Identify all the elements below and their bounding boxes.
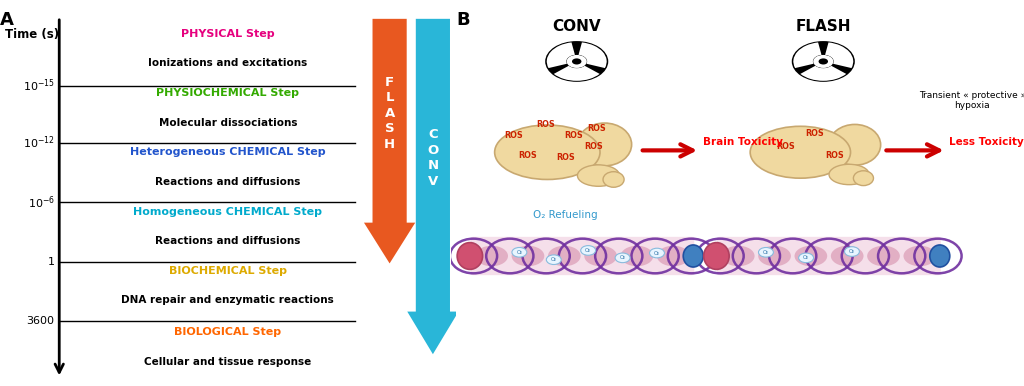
Circle shape — [813, 55, 834, 68]
Ellipse shape — [903, 246, 936, 266]
Ellipse shape — [621, 246, 653, 266]
Text: ROS: ROS — [588, 124, 606, 133]
Ellipse shape — [829, 124, 881, 165]
Ellipse shape — [867, 246, 900, 266]
Ellipse shape — [795, 246, 827, 266]
Wedge shape — [579, 42, 606, 68]
Circle shape — [545, 41, 608, 82]
Ellipse shape — [722, 246, 755, 266]
Text: ROS: ROS — [504, 131, 523, 140]
Circle shape — [615, 253, 630, 262]
Circle shape — [572, 58, 582, 64]
Text: O₂: O₂ — [654, 251, 660, 256]
Polygon shape — [408, 19, 459, 354]
Text: ROS: ROS — [585, 142, 603, 151]
Text: O₂: O₂ — [849, 249, 855, 254]
Text: PHYSIOCHEMICAL Step: PHYSIOCHEMICAL Step — [157, 88, 299, 98]
Ellipse shape — [578, 165, 620, 186]
Text: Transient « protective »
hypoxia: Transient « protective » hypoxia — [919, 91, 1024, 110]
Circle shape — [818, 58, 828, 64]
Ellipse shape — [751, 126, 851, 178]
Ellipse shape — [830, 246, 863, 266]
Text: DNA repair and enzymatic reactions: DNA repair and enzymatic reactions — [122, 295, 334, 305]
Circle shape — [792, 41, 855, 82]
Text: O₂: O₂ — [516, 250, 522, 255]
Text: O₂: O₂ — [585, 248, 591, 253]
Text: Time (s): Time (s) — [4, 28, 58, 41]
FancyBboxPatch shape — [471, 237, 694, 275]
Text: ROS: ROS — [556, 153, 574, 162]
Text: O₂: O₂ — [803, 256, 809, 260]
Text: ROS: ROS — [518, 151, 538, 161]
Circle shape — [759, 247, 773, 257]
Ellipse shape — [603, 172, 624, 187]
Circle shape — [845, 247, 859, 256]
Text: $10^{-6}$: $10^{-6}$ — [28, 194, 54, 211]
Circle shape — [547, 255, 561, 264]
Polygon shape — [364, 19, 416, 263]
Text: Homogeneous CHEMICAL Step: Homogeneous CHEMICAL Step — [133, 207, 323, 217]
Text: 1: 1 — [48, 257, 54, 267]
Text: CONV: CONV — [552, 19, 601, 34]
Text: C
O
N
V: C O N V — [427, 128, 438, 188]
Text: 3600: 3600 — [27, 316, 54, 326]
Circle shape — [799, 253, 813, 262]
Text: B: B — [457, 12, 470, 29]
Text: Molecular dissociations: Molecular dissociations — [159, 118, 297, 128]
Text: ROS: ROS — [564, 131, 584, 140]
Ellipse shape — [829, 164, 869, 185]
Text: Heterogeneous CHEMICAL Step: Heterogeneous CHEMICAL Step — [130, 147, 326, 157]
Ellipse shape — [457, 243, 482, 269]
Text: Less Toxicity: Less Toxicity — [949, 137, 1024, 147]
Ellipse shape — [683, 245, 703, 267]
Text: O₂: O₂ — [620, 256, 626, 260]
Text: Brain Toxicity: Brain Toxicity — [702, 137, 783, 147]
Text: F
L
A
S
H: F L A S H — [384, 76, 395, 151]
Wedge shape — [554, 66, 600, 81]
Text: ROS: ROS — [825, 151, 844, 161]
Ellipse shape — [853, 171, 873, 186]
Text: O₂ Refueling: O₂ Refueling — [532, 210, 598, 220]
Wedge shape — [825, 42, 853, 68]
Text: A: A — [0, 12, 14, 29]
Text: O₂: O₂ — [763, 250, 769, 255]
Circle shape — [649, 248, 665, 258]
Text: Reactions and diffusions: Reactions and diffusions — [156, 236, 300, 246]
Wedge shape — [801, 66, 846, 81]
Ellipse shape — [548, 246, 581, 266]
Text: ROS: ROS — [776, 142, 796, 151]
Circle shape — [512, 247, 526, 257]
Ellipse shape — [495, 125, 600, 179]
Text: Ionizations and excitations: Ionizations and excitations — [148, 58, 307, 68]
Circle shape — [581, 245, 596, 255]
Text: FLASH: FLASH — [796, 19, 851, 34]
Ellipse shape — [758, 246, 791, 266]
Ellipse shape — [512, 246, 545, 266]
Text: BIOLOGICAL Step: BIOLOGICAL Step — [174, 327, 282, 337]
Wedge shape — [547, 42, 574, 68]
Text: O₂: O₂ — [551, 257, 557, 262]
Text: $10^{-12}$: $10^{-12}$ — [23, 135, 54, 151]
Text: Reactions and diffusions: Reactions and diffusions — [156, 177, 300, 187]
Text: BIOCHEMICAL Step: BIOCHEMICAL Step — [169, 266, 287, 276]
Text: $10^{-15}$: $10^{-15}$ — [23, 77, 54, 94]
Ellipse shape — [930, 245, 950, 267]
Text: Cellular and tissue response: Cellular and tissue response — [144, 357, 311, 367]
Text: PHYSICAL Step: PHYSICAL Step — [181, 29, 274, 39]
Wedge shape — [794, 42, 821, 68]
Text: ROS: ROS — [805, 129, 824, 138]
Text: ROS: ROS — [536, 120, 555, 129]
Ellipse shape — [585, 246, 616, 266]
Ellipse shape — [578, 123, 632, 166]
Circle shape — [566, 55, 587, 68]
FancyBboxPatch shape — [717, 237, 941, 275]
Ellipse shape — [657, 246, 689, 266]
Ellipse shape — [475, 246, 508, 266]
Ellipse shape — [703, 243, 729, 269]
